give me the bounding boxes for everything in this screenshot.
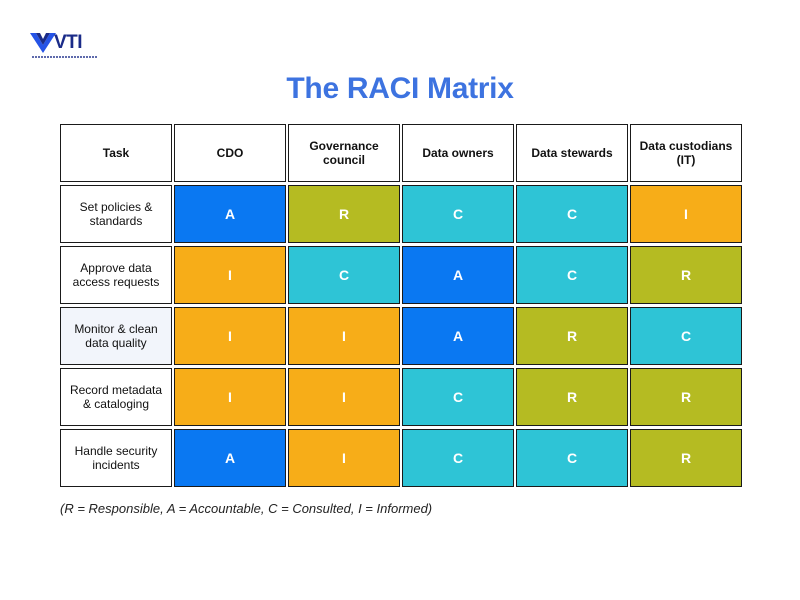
raci-cell: R — [630, 368, 742, 426]
raci-cell: C — [402, 429, 514, 487]
raci-cell: I — [288, 429, 400, 487]
raci-cell: R — [516, 368, 628, 426]
raci-cell: I — [174, 307, 286, 365]
company-logo: VTI — [30, 31, 100, 61]
raci-cell: A — [402, 307, 514, 365]
raci-cell: A — [402, 246, 514, 304]
raci-cell: R — [516, 307, 628, 365]
page-title: The RACI Matrix — [286, 72, 514, 105]
raci-cell: A — [174, 185, 286, 243]
raci-cell: R — [630, 429, 742, 487]
raci-cell: C — [516, 429, 628, 487]
raci-legend: (R = Responsible, A = Accountable, C = C… — [60, 501, 433, 516]
header-data-custodians: Data custodians (IT) — [630, 124, 742, 182]
header-cdo: CDO — [174, 124, 286, 182]
raci-cell: I — [174, 368, 286, 426]
raci-cell: R — [630, 246, 742, 304]
task-handle-incidents: Handle security incidents — [60, 429, 172, 487]
raci-cell: C — [516, 246, 628, 304]
task-monitor-quality: Monitor & clean data quality — [60, 307, 172, 365]
raci-cell: I — [630, 185, 742, 243]
raci-cell: C — [288, 246, 400, 304]
raci-cell: C — [402, 368, 514, 426]
raci-cell: I — [174, 246, 286, 304]
task-set-policies: Set policies & standards — [60, 185, 172, 243]
raci-cell: I — [288, 368, 400, 426]
header-data-owners: Data owners — [402, 124, 514, 182]
header-task: Task — [60, 124, 172, 182]
raci-matrix: Task CDO Governance council Data owners … — [60, 124, 742, 487]
logo-tagline — [32, 56, 98, 58]
raci-cell: A — [174, 429, 286, 487]
header-data-stewards: Data stewards — [516, 124, 628, 182]
vti-chevron-logo-icon — [30, 33, 56, 53]
raci-cell: C — [402, 185, 514, 243]
header-governance-council: Governance council — [288, 124, 400, 182]
task-approve-access: Approve data access requests — [60, 246, 172, 304]
raci-cell: C — [516, 185, 628, 243]
raci-cell: C — [630, 307, 742, 365]
raci-cell: I — [288, 307, 400, 365]
task-record-metadata: Record metadata & cataloging — [60, 368, 172, 426]
logo-text: VTI — [54, 32, 83, 53]
raci-cell: R — [288, 185, 400, 243]
